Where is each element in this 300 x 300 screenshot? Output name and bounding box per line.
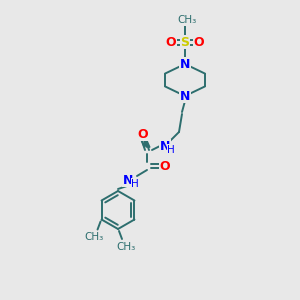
Text: S: S [181, 35, 190, 49]
Text: N: N [123, 173, 133, 187]
Text: CH₃: CH₃ [116, 242, 136, 252]
Text: O: O [160, 160, 170, 172]
Text: N: N [180, 58, 190, 70]
Text: CH₃: CH₃ [84, 232, 103, 242]
Text: O: O [194, 35, 204, 49]
Text: O: O [166, 35, 176, 49]
Text: N: N [160, 140, 170, 152]
Text: O: O [138, 128, 148, 140]
Text: CH₃: CH₃ [177, 15, 196, 25]
Text: N: N [180, 89, 190, 103]
Text: H: H [131, 179, 139, 189]
Text: H: H [167, 145, 175, 155]
